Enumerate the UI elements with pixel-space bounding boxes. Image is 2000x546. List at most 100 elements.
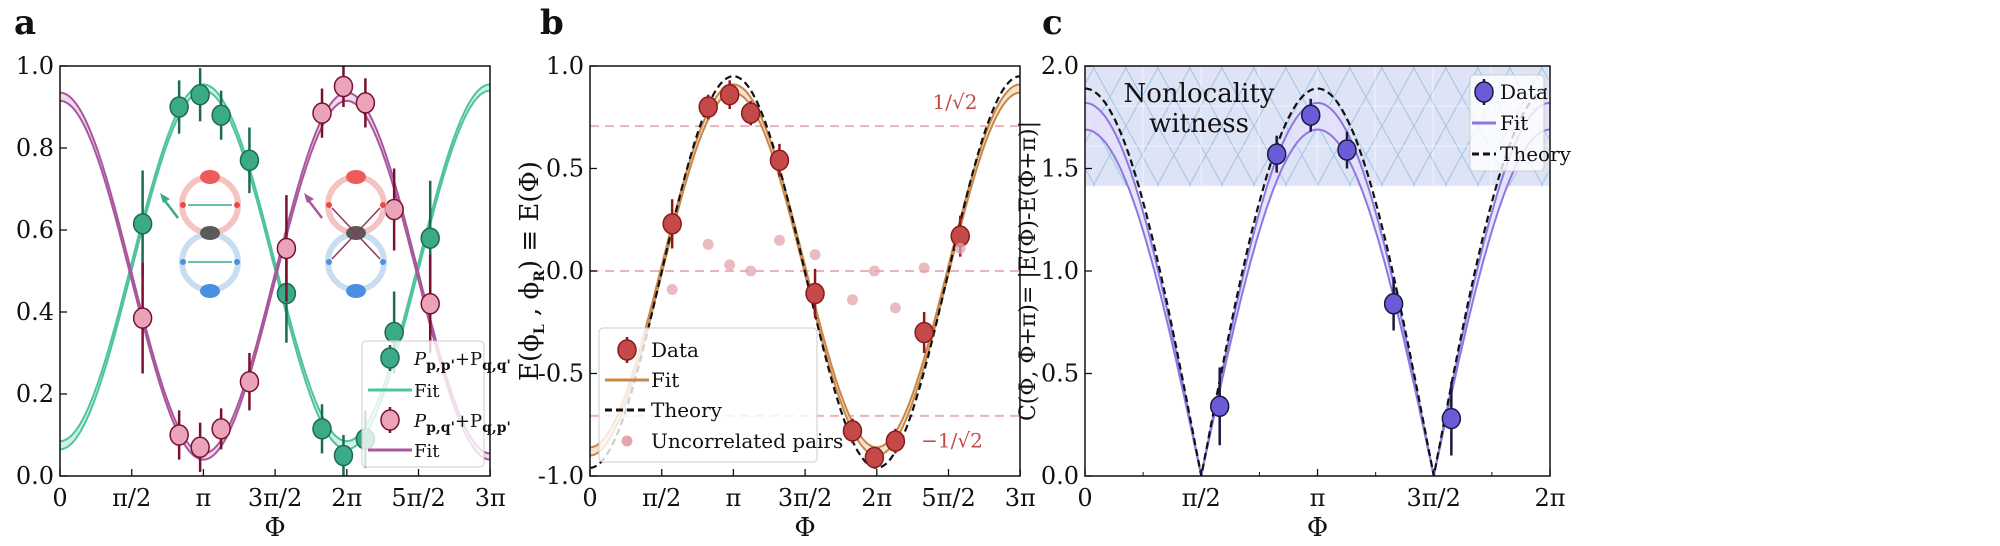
fit-line-upper — [589, 83, 1021, 449]
uncorrelated-point — [918, 262, 930, 274]
legend-item: Data — [1474, 79, 1548, 105]
data-point — [239, 370, 260, 393]
legend-label: Pp,q'+Pq,p' — [413, 411, 511, 436]
data-point — [211, 104, 231, 126]
legend-label: Data — [651, 338, 699, 362]
y-tick-label: 0.4 — [16, 298, 54, 326]
data-point — [1209, 395, 1230, 418]
uncorrelated-point — [846, 294, 858, 306]
data-point — [864, 446, 885, 469]
y-tick-label: 0.5 — [1041, 360, 1079, 388]
uncorrelated-point — [745, 265, 757, 277]
uncorrelated-point — [809, 249, 821, 261]
legend-label: Theory — [1500, 142, 1572, 166]
fit-line-upper — [60, 83, 491, 443]
y-tick-label: 2.0 — [1041, 52, 1079, 80]
uncorrelated-point — [773, 234, 785, 246]
data-point — [698, 96, 718, 118]
uncorrelated-point — [666, 283, 678, 295]
data-point — [842, 420, 863, 442]
panel-label: a — [14, 3, 36, 43]
x-tick-label: 0 — [1077, 484, 1092, 512]
data-point — [1383, 293, 1404, 315]
y-tick-label: 0.5 — [546, 155, 584, 183]
schematic-parallel — [160, 170, 241, 298]
hatch-line — [1669, 66, 1735, 186]
uncorrelated-point — [954, 242, 966, 254]
x-tick-label: π — [726, 484, 742, 512]
data-point — [132, 307, 153, 329]
legend-item: Fit — [368, 441, 440, 462]
legend-item: Fit — [368, 381, 440, 402]
y-axis-label-part: ) ≡ E(Φ) — [515, 161, 545, 270]
x-tick-label: π/2 — [112, 484, 151, 512]
y-tick-label: 1.0 — [546, 52, 584, 80]
legend-label-part: q,p' — [482, 420, 511, 436]
witness-label: Nonlocality — [1124, 79, 1275, 109]
data-point — [769, 149, 790, 172]
annotation-plus: 1/√2 — [933, 90, 978, 114]
hatch-line — [1380, 66, 1448, 187]
data-point — [312, 418, 332, 440]
x-axis-label: Φ — [264, 513, 285, 543]
data-point — [1441, 407, 1462, 430]
y-tick-label: 0.8 — [16, 134, 54, 162]
hatch-line — [1605, 66, 1671, 186]
legend: Pp,p'+Pq,q' Fit Pp,q'+Pq,p' Fit — [361, 340, 511, 468]
data-point — [1300, 104, 1321, 126]
panel-a: a 0 π/2 π 3π/2 2π 5π/2 3π 0.0 0.2 0.4 0.6 0.8 1.0 Φ Pp,… — [14, 3, 511, 543]
legend-label: Fit — [414, 441, 440, 462]
theory-line — [1085, 87, 1550, 477]
x-tick-label: 5π/2 — [391, 484, 445, 512]
legend-marker — [621, 435, 633, 447]
data-point — [1266, 143, 1287, 165]
y-tick-label: 0.6 — [16, 216, 54, 244]
y-axis-label-part: E(ϕ — [515, 334, 545, 381]
data-point — [211, 418, 231, 440]
y-axis-label: E(ϕL , ϕR) ≡ E(Φ) — [515, 161, 548, 381]
y-tick-label: 1.0 — [16, 52, 54, 80]
uncorrelated-point — [702, 238, 714, 250]
panel-b: b 1/√2 −1/√2 0 π/2 π 3π/2 2π 5π/2 3π -1.0 -0.5 0.0 0.… — [515, 3, 1036, 543]
inset-schematics — [160, 170, 387, 298]
hatch-line — [1188, 66, 1256, 187]
legend-marker — [1474, 81, 1494, 103]
legend-label: Fit — [1500, 111, 1528, 135]
data-point — [239, 149, 260, 172]
panel-label: b — [540, 3, 564, 43]
x-tick-label: 3π — [1005, 484, 1036, 512]
uncorrelated-point — [889, 302, 901, 314]
annotation-minus: −1/√2 — [921, 428, 983, 452]
x-tick-label: π — [1310, 484, 1326, 512]
data-point — [190, 436, 210, 459]
y-tick-label: 1.5 — [1041, 155, 1079, 183]
data-point — [276, 237, 297, 260]
legend: Data Fit Theory Uncorrelated pairs — [598, 327, 843, 463]
hatch-line — [1540, 66, 1550, 84]
x-tick-label: 0 — [582, 484, 597, 512]
hatch-line — [1637, 66, 1703, 186]
legend-label-part: p,q' — [426, 420, 455, 436]
data-point — [420, 227, 440, 249]
data-point — [662, 213, 682, 235]
legend-marker — [380, 409, 400, 431]
legend-item: Uncorrelated pairs — [621, 429, 843, 453]
legend-marker — [617, 339, 637, 361]
fit-line-lower — [1085, 128, 1550, 477]
legend-item: Pp,p'+Pq,q' — [380, 345, 511, 374]
panel-label: c — [1042, 3, 1063, 43]
legend-item: Fit — [1472, 111, 1528, 135]
data-point — [805, 282, 825, 305]
legend-item: Pp,q'+Pq,p' — [380, 407, 511, 436]
legend-item: Theory — [605, 398, 723, 422]
fit-line-upper — [59, 91, 491, 455]
hatch-line — [1092, 66, 1160, 187]
data-point — [333, 75, 354, 98]
y-tick-label: 1.0 — [1041, 257, 1079, 285]
legend-marker — [380, 347, 400, 369]
y-tick-label: 0.2 — [16, 380, 54, 408]
legend-label-part: +P — [455, 349, 482, 370]
data-point — [885, 430, 906, 452]
legend-label: Uncorrelated pairs — [651, 429, 843, 453]
